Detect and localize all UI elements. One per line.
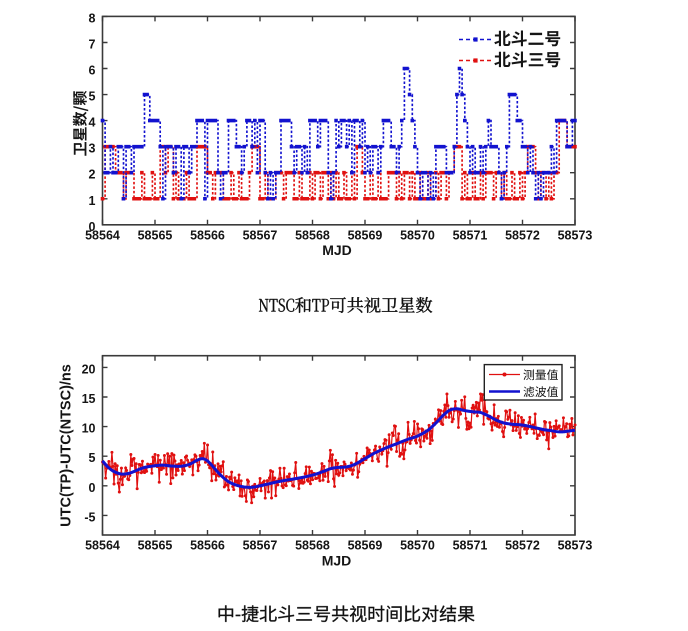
- svg-text:5: 5: [89, 90, 96, 104]
- svg-text:58569: 58569: [348, 229, 383, 243]
- svg-text:58572: 58572: [505, 539, 540, 553]
- svg-text:58570: 58570: [400, 229, 435, 243]
- svg-text:58568: 58568: [295, 539, 330, 553]
- svg-text:58564: 58564: [85, 229, 120, 243]
- svg-text:6: 6: [89, 64, 96, 78]
- svg-text:58571: 58571: [453, 229, 488, 243]
- svg-text:58564: 58564: [85, 539, 120, 553]
- svg-text:MJD: MJD: [322, 553, 352, 569]
- svg-text:58566: 58566: [190, 229, 225, 243]
- svg-text:0: 0: [89, 481, 96, 495]
- svg-text:58570: 58570: [400, 539, 435, 553]
- svg-text:2: 2: [89, 168, 96, 182]
- svg-text:58573: 58573: [558, 539, 593, 553]
- svg-text:0: 0: [89, 220, 96, 234]
- svg-text:1: 1: [89, 194, 96, 208]
- svg-text:58569: 58569: [348, 539, 383, 553]
- svg-text:58571: 58571: [453, 539, 488, 553]
- svg-text:58565: 58565: [138, 229, 173, 243]
- svg-text:58568: 58568: [295, 229, 330, 243]
- svg-text:58567: 58567: [243, 229, 278, 243]
- svg-text:58573: 58573: [558, 229, 593, 243]
- svg-text:58566: 58566: [190, 539, 225, 553]
- svg-text:UTC(TP)-UTC(NTSC)/ns: UTC(TP)-UTC(NTSC)/ns: [59, 364, 75, 527]
- svg-text:58567: 58567: [243, 539, 278, 553]
- svg-text:20: 20: [82, 362, 96, 376]
- svg-text:7: 7: [89, 38, 96, 52]
- svg-text:10: 10: [82, 422, 96, 436]
- svg-text:58572: 58572: [505, 229, 540, 243]
- svg-text:MJD: MJD: [322, 242, 352, 258]
- svg-text:3: 3: [89, 142, 96, 156]
- svg-text:5: 5: [89, 451, 96, 465]
- svg-text:4: 4: [89, 116, 96, 130]
- svg-text:8: 8: [89, 11, 96, 25]
- svg-text:15: 15: [82, 392, 96, 406]
- svg-text:-5: -5: [84, 510, 95, 524]
- svg-text:58565: 58565: [138, 539, 173, 553]
